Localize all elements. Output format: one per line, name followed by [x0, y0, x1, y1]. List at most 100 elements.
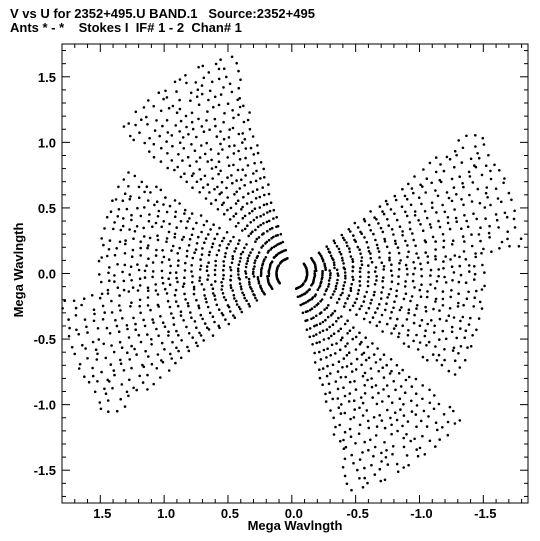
uv-point — [335, 282, 339, 285]
uv-point — [197, 304, 200, 308]
uv-point — [251, 190, 255, 193]
uv-point — [488, 224, 491, 228]
uv-point — [342, 438, 345, 442]
uv-point — [218, 326, 221, 330]
uv-point — [331, 312, 335, 315]
uv-point — [432, 307, 435, 311]
uv-point — [412, 261, 415, 264]
uv-point — [256, 225, 260, 229]
uv-point — [203, 294, 206, 297]
uv-point — [415, 404, 419, 407]
uv-point — [101, 318, 105, 321]
uv-point — [417, 219, 420, 222]
uv-point — [160, 359, 163, 362]
uv-point — [382, 353, 386, 357]
uv-point — [220, 288, 223, 291]
uv-point — [236, 168, 240, 172]
uv-point — [464, 329, 468, 333]
uv-point — [161, 281, 165, 285]
uv-point — [396, 429, 399, 433]
uv-point — [391, 445, 395, 448]
uv-point — [323, 308, 326, 311]
uv-point — [340, 315, 343, 318]
uv-point — [226, 176, 229, 179]
uv-point — [356, 226, 360, 229]
uv-point — [178, 141, 182, 144]
uv-point — [369, 252, 372, 255]
uv-point — [256, 276, 260, 279]
uv-point — [119, 362, 123, 366]
uv-point — [428, 161, 432, 165]
uv-point — [395, 462, 399, 466]
uv-point — [260, 246, 263, 249]
uv-point — [222, 273, 225, 277]
uv-point — [67, 334, 71, 338]
uv-point — [320, 277, 324, 281]
uv-point — [446, 433, 450, 437]
uv-point — [221, 292, 225, 295]
uv-point — [450, 325, 454, 329]
uv-point — [143, 324, 147, 328]
uv-point — [261, 244, 265, 247]
uv-point — [444, 255, 448, 258]
uv-point — [329, 272, 332, 275]
uv-point — [344, 445, 348, 449]
uv-point — [205, 269, 209, 273]
uv-point — [374, 238, 377, 242]
uv-point — [513, 226, 517, 229]
uv-point — [139, 240, 142, 243]
uv-point — [490, 250, 493, 253]
uv-point — [218, 192, 221, 196]
uv-point — [363, 384, 367, 387]
uv-point — [106, 292, 110, 295]
uv-point — [390, 280, 394, 284]
uv-point — [465, 297, 469, 301]
uv-point — [388, 256, 391, 260]
uv-point — [72, 299, 76, 303]
uv-point — [188, 217, 191, 220]
uv-point — [263, 176, 266, 179]
uv-point — [336, 397, 340, 400]
uv-point — [407, 463, 410, 467]
uv-point — [373, 445, 377, 449]
uv-point — [351, 337, 355, 341]
uv-point — [174, 271, 178, 274]
uv-point — [222, 212, 226, 216]
uv-point — [219, 169, 222, 173]
uv-point — [384, 308, 387, 312]
uv-point — [301, 311, 305, 315]
uv-point — [432, 407, 436, 411]
uv-point — [118, 340, 122, 344]
uv-point — [445, 191, 449, 194]
uv-point — [187, 244, 191, 247]
uv-point — [205, 141, 208, 145]
uv-point — [198, 168, 201, 171]
uv-point — [348, 247, 351, 250]
uv-point — [459, 319, 462, 323]
uv-point — [130, 301, 133, 305]
uv-point — [410, 295, 414, 298]
uv-point — [167, 277, 170, 281]
uv-point — [352, 326, 355, 329]
uv-point — [226, 208, 229, 212]
uv-point — [405, 433, 408, 436]
uv-point — [116, 215, 120, 218]
uv-point — [191, 186, 194, 189]
uv-point — [392, 306, 395, 310]
uv-point — [339, 376, 343, 379]
uv-point — [512, 217, 516, 221]
uv-point — [207, 328, 211, 331]
uv-point — [96, 352, 99, 356]
uv-point — [441, 329, 445, 333]
uv-point — [477, 156, 481, 160]
uv-point — [190, 270, 193, 273]
uv-point — [220, 180, 224, 184]
uv-point — [262, 203, 266, 207]
uv-point — [277, 264, 281, 267]
uv-point — [335, 342, 338, 345]
uv-point — [272, 208, 276, 212]
uv-point — [461, 315, 465, 319]
uv-point — [252, 267, 255, 271]
uv-point — [222, 296, 226, 299]
uv-point — [434, 297, 438, 301]
